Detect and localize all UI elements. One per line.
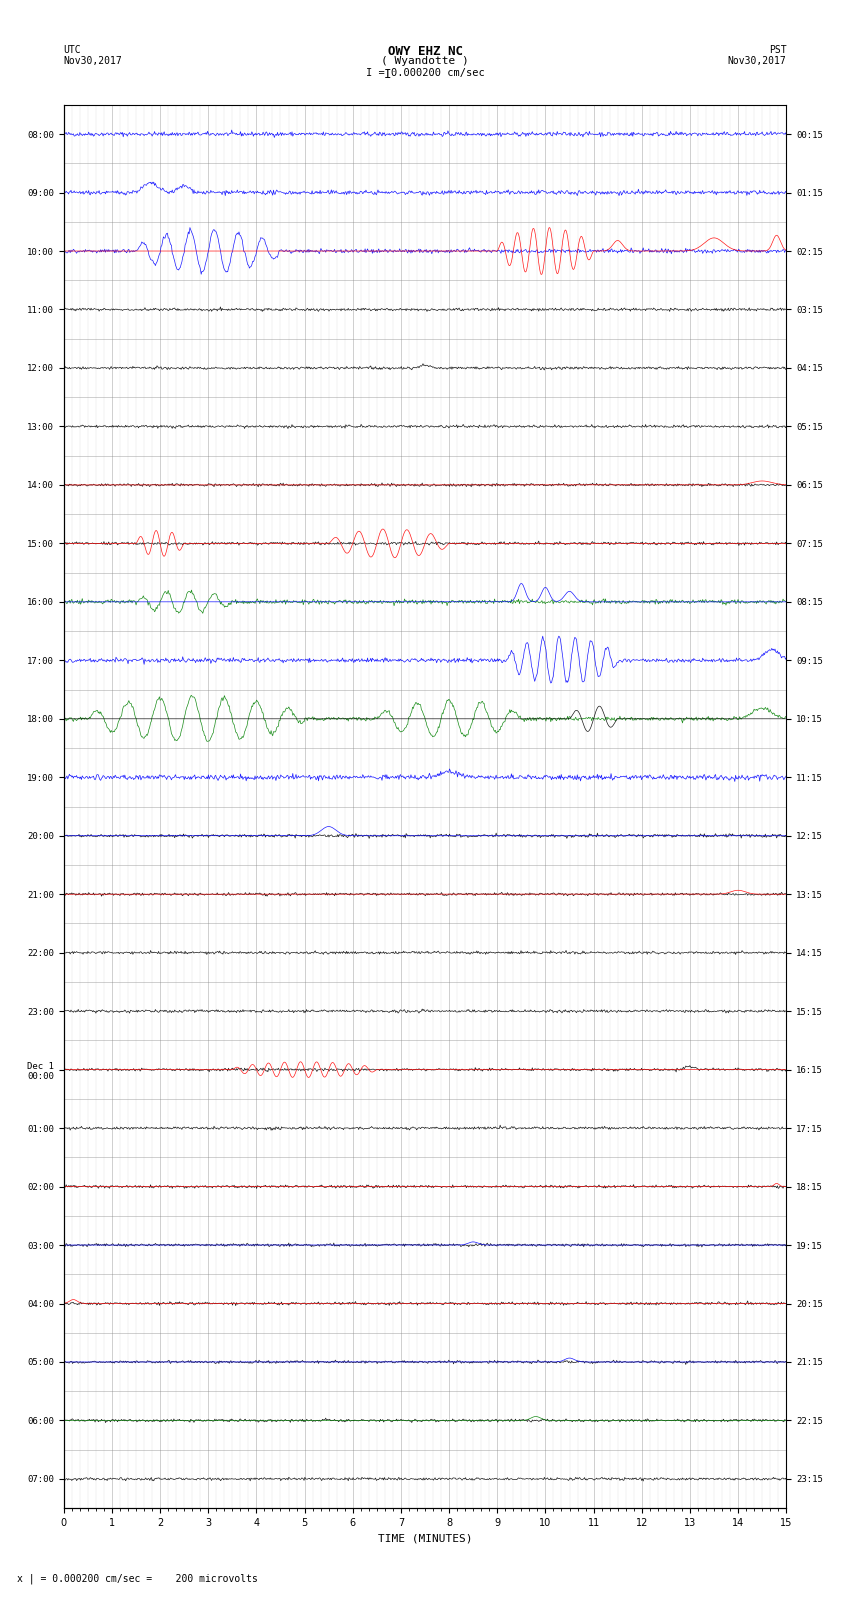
Text: I: I (383, 68, 391, 81)
Text: Nov30,2017: Nov30,2017 (728, 56, 786, 66)
Text: PST: PST (768, 45, 786, 55)
Text: UTC: UTC (64, 45, 82, 55)
Text: ( Wyandotte ): ( Wyandotte ) (381, 56, 469, 66)
Text: x | = 0.000200 cm/sec =    200 microvolts: x | = 0.000200 cm/sec = 200 microvolts (17, 1573, 258, 1584)
Text: I = 0.000200 cm/sec: I = 0.000200 cm/sec (366, 68, 484, 77)
Text: Nov30,2017: Nov30,2017 (64, 56, 122, 66)
Text: OWY EHZ NC: OWY EHZ NC (388, 45, 462, 58)
X-axis label: TIME (MINUTES): TIME (MINUTES) (377, 1534, 473, 1544)
